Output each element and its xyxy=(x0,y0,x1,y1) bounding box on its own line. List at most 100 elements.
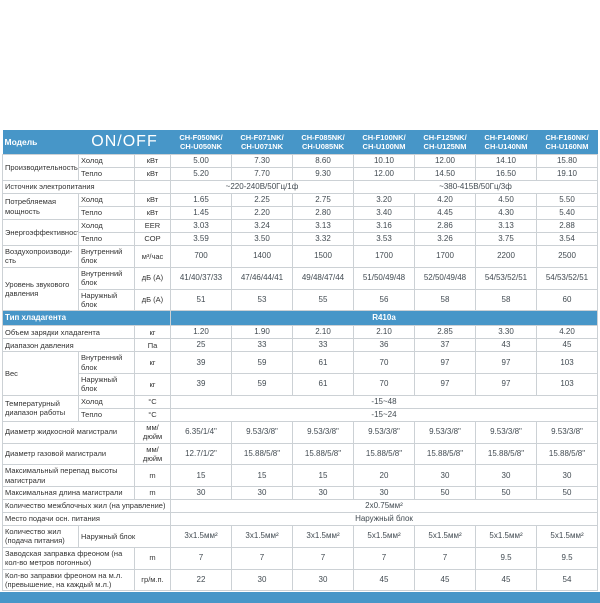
row-label: Количество межблочных жил (на управление… xyxy=(2,499,171,513)
row-unit: Па xyxy=(134,338,171,353)
value-cell: 5.40 xyxy=(536,206,598,220)
value-cell: 55 xyxy=(292,288,354,312)
value-cell: 2200 xyxy=(475,245,537,268)
row-sublabel: Наружный блок xyxy=(78,373,135,396)
value-cell: 19.10 xyxy=(536,167,598,181)
value-cell: 9.53/3/8" xyxy=(536,420,598,444)
row-unit xyxy=(134,180,171,194)
value-cell: -15~24 xyxy=(170,407,598,422)
value-cell: 7 xyxy=(292,546,354,570)
model-column-header: CH-F085NK/ CH-U085NK xyxy=(292,130,354,155)
value-cell: 1700 xyxy=(353,245,415,268)
value-cell: 3.24 xyxy=(231,219,293,233)
table-header-row: Модель ON/OFF CH-F050NK/ CH-U050NK CH-F071N… xyxy=(2,130,598,155)
row-label: Источник электропитания xyxy=(2,180,135,194)
value-cell: 15.88/5/8" xyxy=(353,442,415,466)
value-cell: 2.20 xyxy=(231,206,293,220)
value-cell: 3x1.5мм² xyxy=(231,525,293,548)
table-row: Диаметр газовой магистрали мм/ дюйм 12.7/1… xyxy=(2,442,598,466)
value-cell: 97 xyxy=(414,351,476,374)
value-cell: 8.60 xyxy=(292,154,354,168)
row-sublabel: Холод xyxy=(78,154,135,168)
table-row: Энергоэффективность Холод EER 3.03 3.24 3.13 3… xyxy=(2,219,598,246)
model-column-header: CH-F050NK/ CH-U050NK xyxy=(170,130,232,155)
value-cell: 7 xyxy=(170,546,232,570)
row-label: Диапазон давления xyxy=(2,338,135,353)
value-cell: 33 xyxy=(231,338,293,353)
value-cell: 2x0.75мм² xyxy=(170,499,598,513)
value-cell: 56 xyxy=(353,288,415,312)
value-cell: 3.50 xyxy=(231,232,293,246)
value-cell: 30 xyxy=(475,464,537,487)
value-cell: -15~48 xyxy=(170,394,598,409)
model-header-label: Модель xyxy=(2,130,79,155)
value-cell: 7.30 xyxy=(231,154,293,168)
value-cell: 9.53/3/8" xyxy=(414,420,476,444)
value-cell: 3.30 xyxy=(475,325,537,340)
value-cell: 30 xyxy=(231,568,293,592)
row-unit: мм/ дюйм xyxy=(134,420,171,444)
value-cell: 9.5 xyxy=(536,546,598,570)
spec-table-wrap: Модель ON/OFF CH-F050NK/ CH-U050NK CH-F071N… xyxy=(0,130,600,603)
model-column-header: CH-F160NK/ CH-U160NM xyxy=(536,130,598,155)
value-cell: 3.03 xyxy=(170,219,232,233)
value-cell: 103 xyxy=(536,351,598,374)
value-cell: 1500 xyxy=(292,245,354,268)
value-cell: 5x1.5мм² xyxy=(475,525,537,548)
table-row: Тепло кВт 1.45 2.20 2.80 3.40 4.45 4.30 5.40 xyxy=(3,206,598,220)
row-label: Максимальная длина магистрали xyxy=(2,486,135,500)
value-cell: 33 xyxy=(292,338,354,353)
value-cell: 12.00 xyxy=(414,154,476,168)
value-cell: 7 xyxy=(414,546,476,570)
table-row: Место подачи осн. питания Наружный блок xyxy=(2,512,598,526)
table-row: Уровень звукового давления Внутренний бло… xyxy=(2,266,598,312)
value-cell: 15.88/5/8" xyxy=(414,442,476,466)
value-cell: 51/50/49/48 xyxy=(353,266,415,290)
value-cell: 43 xyxy=(475,338,537,353)
row-unit: м³/час xyxy=(134,245,171,268)
value-cell: 7.70 xyxy=(231,167,293,181)
value-cell: 97 xyxy=(475,373,537,396)
value-cell: 1.20 xyxy=(170,325,232,340)
value-cell: 3.20 xyxy=(353,193,415,207)
value-cell: 15.88/5/8" xyxy=(231,442,293,466)
row-unit: кВт xyxy=(134,193,171,207)
value-cell: 4.20 xyxy=(414,193,476,207)
value-cell: 16.50 xyxy=(475,167,537,181)
table-row: Воздухопроизводи-сть Внутренний блок м³/ча… xyxy=(2,245,598,268)
value-cell: 7 xyxy=(353,546,415,570)
value-cell: 50 xyxy=(414,486,476,500)
value-cell: 4.30 xyxy=(475,206,537,220)
row-label: Воздухопроизводи-сть xyxy=(2,245,79,268)
value-cell: 15 xyxy=(231,464,293,487)
value-cell: 1.65 xyxy=(170,193,232,207)
row-label: Вес xyxy=(2,351,79,396)
value-cell: 5x1.5мм² xyxy=(353,525,415,548)
row-sublabel: Наружный блок xyxy=(78,288,135,312)
value-cell: 54 xyxy=(536,568,598,592)
value-cell: 30 xyxy=(353,486,415,500)
row-sublabel: Тепло xyxy=(78,407,135,422)
row-unit: дБ (А) xyxy=(134,288,171,312)
table-row: Тепло COP 3.59 3.50 3.32 3.53 3.26 3.75 3.54 xyxy=(3,232,598,246)
value-cell: 3.32 xyxy=(292,232,354,246)
row-unit: кВт xyxy=(134,154,171,168)
row-sublabel: Тепло xyxy=(78,167,135,181)
table-row: Производительность Холод кВт 5.00 7.30 8.60 10… xyxy=(2,154,598,181)
value-cell: 3.26 xyxy=(414,232,476,246)
row-label: Кол-во заправки фреоном на м.л. (превыше… xyxy=(2,568,135,592)
value-cell: 2.75 xyxy=(292,193,354,207)
table-row: Тепло °C -15~24 xyxy=(3,407,598,422)
value-cell: 5x1.5мм² xyxy=(414,525,476,548)
table-row: Объем зарядки хладагента кг 1.20 1.90 2.10 2.… xyxy=(2,325,598,340)
value-cell: 15.80 xyxy=(536,154,598,168)
table-row: Количество жил (подача питания) Наружный … xyxy=(2,525,598,548)
value-cell: 61 xyxy=(292,351,354,374)
row-unit: EER xyxy=(134,219,171,233)
model-column-header: CH-F100NK/ CH-U100NM xyxy=(353,130,415,155)
row-unit: кг xyxy=(134,325,171,340)
refrigerant-type-value: R410a xyxy=(170,310,598,327)
value-cell: 2.86 xyxy=(414,219,476,233)
value-cell: 2.80 xyxy=(292,206,354,220)
